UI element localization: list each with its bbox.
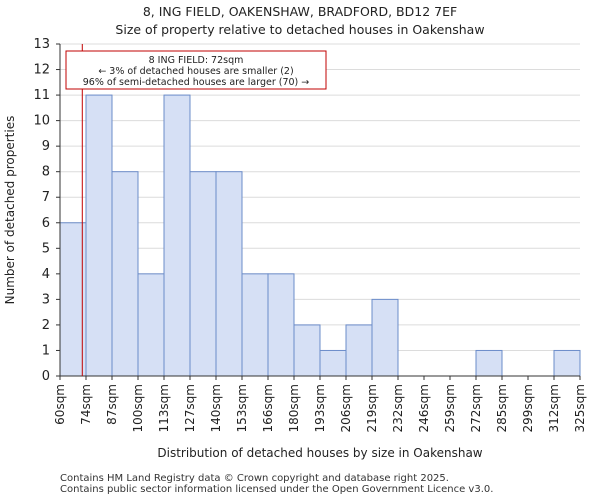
- y-tick-label: 6: [42, 216, 50, 231]
- x-tick-label: 180sqm: [287, 384, 301, 432]
- annotation-line: ← 3% of detached houses are smaller (2): [98, 66, 293, 77]
- y-tick-label: 9: [42, 139, 50, 154]
- y-tick-label: 3: [42, 292, 50, 307]
- x-tick-label: 153sqm: [235, 384, 249, 432]
- x-axis-label: Distribution of detached houses by size …: [157, 446, 482, 460]
- x-tick-label: 193sqm: [313, 384, 327, 432]
- y-tick-label: 5: [42, 241, 50, 256]
- y-tick-label: 1: [42, 343, 50, 358]
- x-tick-label: 166sqm: [261, 384, 275, 432]
- x-tick-label: 219sqm: [365, 384, 379, 432]
- histogram-bar: [293, 324, 321, 377]
- x-tick-label: 232sqm: [391, 384, 405, 432]
- histogram-bar: [267, 273, 295, 377]
- y-tick-label: 4: [42, 267, 50, 282]
- x-tick-label: 312sqm: [547, 384, 561, 432]
- y-tick-label: 7: [42, 190, 50, 205]
- x-tick-label: 127sqm: [183, 384, 197, 432]
- x-tick-label: 140sqm: [209, 384, 223, 432]
- x-tick-label: 272sqm: [469, 384, 483, 432]
- x-tick-label: 299sqm: [521, 384, 535, 432]
- histogram-bar: [163, 94, 191, 377]
- annotation-line: 96% of semi-detached houses are larger (…: [83, 77, 310, 88]
- annotation-box: [65, 50, 327, 90]
- histogram-bar: [345, 324, 373, 377]
- histogram-bar: [111, 171, 139, 377]
- x-tick-label: 325sqm: [573, 384, 587, 432]
- x-tick-label: 60sqm: [53, 384, 67, 425]
- chart-title: 8, ING FIELD, OAKENSHAW, BRADFORD, BD12 …: [142, 4, 458, 19]
- y-tick-label: 10: [33, 114, 50, 129]
- x-tick-label: 87sqm: [105, 384, 119, 425]
- x-tick-label: 74sqm: [79, 384, 93, 425]
- y-tick-label: 8: [42, 165, 50, 180]
- histogram-bar: [553, 349, 581, 377]
- x-tick-label: 285sqm: [495, 384, 509, 432]
- x-tick-label: 259sqm: [443, 384, 457, 432]
- x-tick-label: 246sqm: [417, 384, 431, 432]
- y-tick-label: 0: [42, 369, 50, 384]
- annotation-line: 8 ING FIELD: 72sqm: [149, 55, 244, 66]
- y-tick-label: 12: [33, 63, 50, 78]
- histogram-bar: [215, 171, 243, 377]
- histogram-bar: [371, 298, 399, 377]
- histogram-bar: [137, 273, 165, 377]
- x-tick-label: 206sqm: [339, 384, 353, 432]
- chart-subtitle: Size of property relative to detached ho…: [115, 22, 485, 37]
- histogram-bar: [85, 94, 113, 377]
- y-tick-label: 11: [33, 88, 50, 103]
- footer-licence: Contains public sector information licen…: [60, 484, 494, 495]
- histogram-bar: [475, 349, 503, 377]
- y-axis-label: Number of detached properties: [3, 116, 17, 305]
- footer-copyright: Contains HM Land Registry data © Crown c…: [60, 473, 449, 484]
- histogram-bar: [241, 273, 269, 377]
- histogram-bar: [319, 349, 347, 377]
- y-tick-label: 2: [42, 318, 50, 333]
- y-tick-label: 13: [33, 37, 50, 52]
- x-tick-label: 113sqm: [157, 384, 171, 432]
- histogram-bar: [189, 171, 217, 377]
- x-tick-label: 100sqm: [131, 384, 145, 432]
